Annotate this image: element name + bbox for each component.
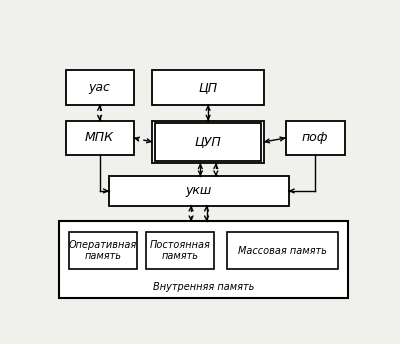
Bar: [152, 121, 264, 163]
Bar: [286, 121, 344, 155]
Text: МПК: МПК: [85, 131, 114, 144]
Text: Внутренняя память: Внутренняя память: [153, 282, 254, 292]
Text: поф: поф: [302, 131, 328, 144]
Text: Постоянная
память: Постоянная память: [150, 240, 211, 261]
Bar: [155, 123, 262, 161]
Bar: [69, 232, 137, 269]
Bar: [66, 71, 134, 105]
Bar: [66, 121, 134, 155]
Bar: [146, 232, 214, 269]
Text: уас: уас: [89, 81, 110, 94]
Bar: [227, 232, 338, 269]
Text: Массовая память: Массовая память: [238, 246, 327, 256]
Text: Оперативная
память: Оперативная память: [68, 240, 137, 261]
Bar: [109, 176, 289, 205]
Bar: [152, 71, 264, 105]
Text: укш: укш: [186, 184, 212, 197]
Text: ЦП: ЦП: [198, 81, 218, 94]
Text: ЦУП: ЦУП: [195, 136, 222, 148]
Bar: [59, 222, 348, 298]
